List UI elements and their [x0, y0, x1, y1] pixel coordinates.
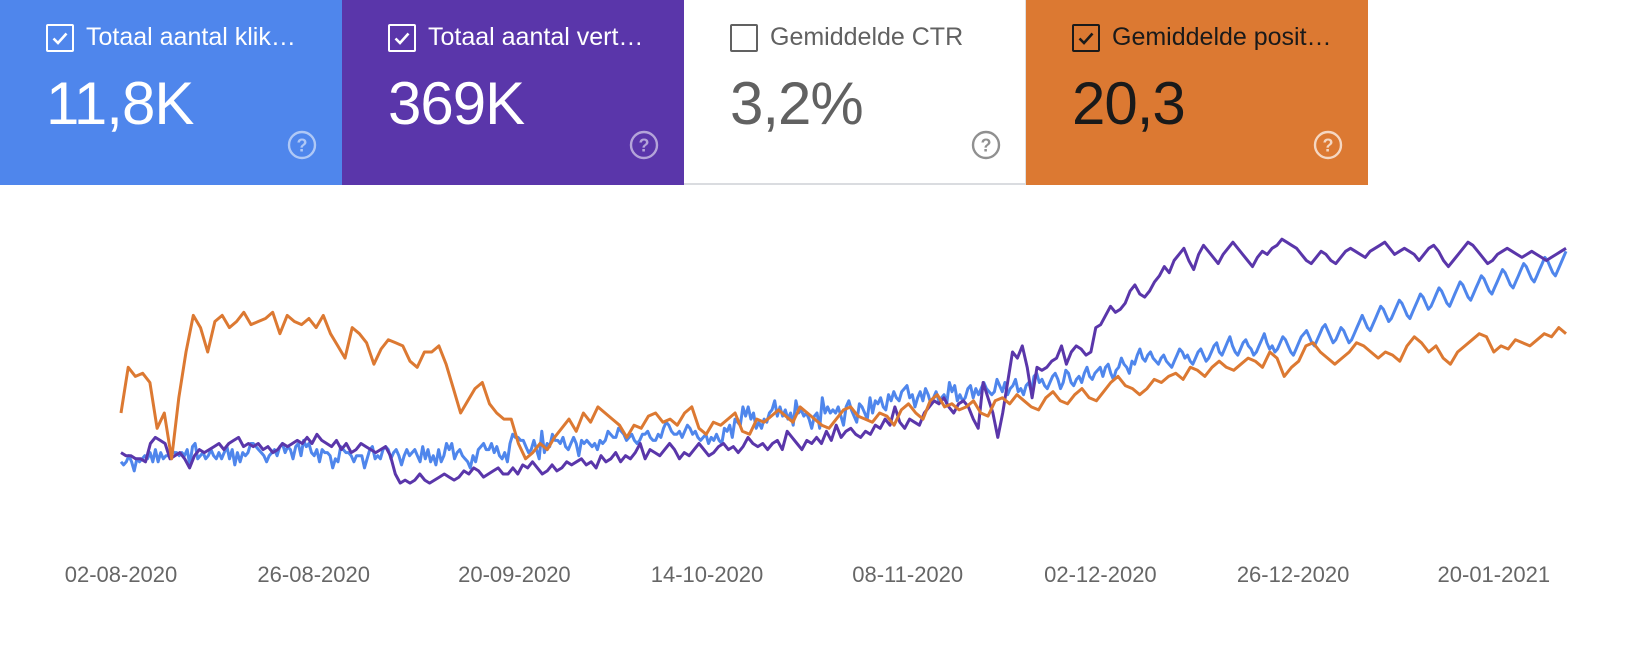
- checkbox-checked-icon[interactable]: [388, 24, 416, 52]
- checkbox-checked-icon[interactable]: [46, 24, 74, 52]
- svg-text:?: ?: [639, 136, 650, 156]
- series-line-2: [120, 237, 1567, 485]
- metric-card-clicks[interactable]: Totaal aantal klik… 11,8K ?: [0, 0, 342, 185]
- svg-text:?: ?: [1323, 136, 1334, 156]
- x-tick-label: 26-08-2020: [257, 562, 370, 587]
- metric-value: 20,3: [1072, 70, 1186, 137]
- help-circle-icon[interactable]: ?: [970, 129, 1002, 161]
- x-tick-label: 26-12-2020: [1237, 562, 1350, 587]
- metric-card-ctr[interactable]: Gemiddelde CTR 3,2% ?: [684, 0, 1026, 185]
- help-circle-icon[interactable]: ?: [628, 129, 660, 161]
- metric-card-impressions[interactable]: Totaal aantal vert… 369K ?: [342, 0, 684, 185]
- performance-chart: 02-08-2020 26-08-2020 20-09-2020 14-10-2020…: [65, 237, 1568, 587]
- metric-value: 369K: [388, 70, 525, 137]
- svg-text:?: ?: [981, 136, 992, 156]
- x-tick-label: 02-08-2020: [65, 562, 178, 587]
- x-tick-label: 20-09-2020: [458, 562, 571, 587]
- help-circle-icon[interactable]: ?: [1312, 129, 1344, 161]
- x-axis-ticks: 02-08-2020 26-08-2020 20-09-2020 14-10-2020…: [65, 562, 1550, 587]
- checkbox-unchecked-icon[interactable]: [730, 24, 758, 52]
- x-tick-label: 20-01-2021: [1438, 562, 1551, 587]
- series-line-3: [119, 310, 1567, 461]
- metric-label: Gemiddelde CTR: [770, 23, 964, 51]
- metric-cards: Totaal aantal klik… 11,8K ? Totaal aanta…: [0, 0, 1368, 185]
- metric-value: 3,2%: [730, 70, 864, 137]
- svg-text:?: ?: [297, 136, 308, 156]
- x-tick-label: 02-12-2020: [1044, 562, 1157, 587]
- x-tick-label: 08-11-2020: [852, 562, 963, 587]
- metric-label: Gemiddelde posit…: [1112, 23, 1332, 51]
- x-tick-label: 14-10-2020: [651, 562, 764, 587]
- metric-card-position[interactable]: Gemiddelde posit… 20,3 ?: [1026, 0, 1368, 185]
- series-lines: [119, 237, 1568, 485]
- checkbox-checked-icon[interactable]: [1072, 24, 1100, 52]
- help-circle-icon[interactable]: ?: [286, 129, 318, 161]
- metric-label: Totaal aantal vert…: [428, 23, 644, 51]
- metric-value: 11,8K: [46, 70, 194, 137]
- series-line-1: [119, 250, 1568, 473]
- metric-label: Totaal aantal klik…: [86, 23, 296, 51]
